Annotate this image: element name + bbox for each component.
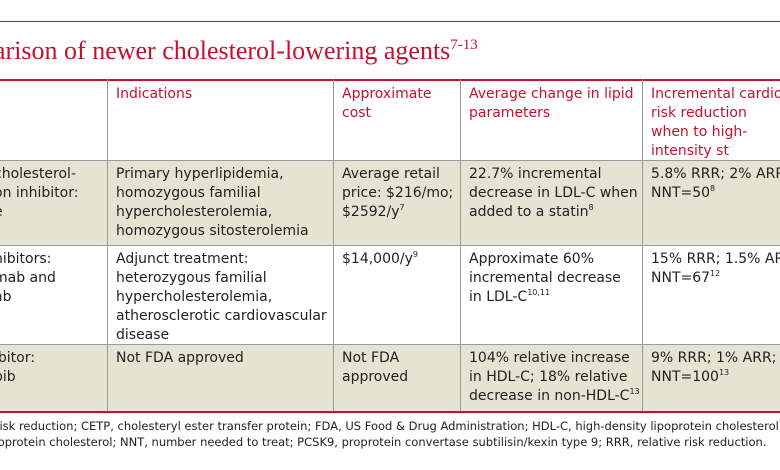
row-band-1	[0, 161, 780, 245]
row3-risk-reduction: 9% RRR; 1% ARR; NNT=10013	[651, 350, 777, 385]
row3-agent: ibitor: pib	[0, 350, 35, 385]
row1-lipid-change: 22.7% incremental decrease in LDL-C when…	[469, 166, 638, 220]
reference-superscript: 8	[710, 184, 716, 193]
row1-agent: cholesterol- on inhibitor: e	[0, 166, 79, 220]
header-cost: Approximate cost	[342, 86, 432, 121]
row-divider	[0, 344, 780, 345]
footnote-line-2: lipoprotein cholesterol; NNT, number nee…	[0, 435, 767, 449]
header-lipid-change: Average change in lipid parameters	[469, 86, 634, 121]
reference-superscript: 13	[718, 368, 730, 377]
header-risk-reduction: Incremental cardio risk reduction when t…	[651, 86, 780, 159]
row2-risk-reduction: 15% RRR; 1.5% AR NNT=6712	[651, 251, 780, 286]
row2-agent: hibitors: mab and ab	[0, 251, 56, 305]
table-bottom-rule	[0, 411, 780, 413]
row2-cost: $14,000/y9	[342, 250, 418, 268]
footnote-line-1: e risk reduction; CETP, cholesteryl este…	[0, 419, 780, 433]
row3-cost: Not FDA approved	[342, 350, 409, 385]
reference-superscript: 9	[412, 250, 418, 259]
reference-superscript: 13	[629, 387, 640, 396]
row-band-3	[0, 345, 780, 411]
title-references: 7-13	[450, 37, 478, 53]
reference-superscript: 10,11	[527, 288, 551, 297]
header-indications: Indications	[116, 86, 193, 102]
row2-indications: Adjunct treatment: heterozygous familial…	[116, 251, 327, 343]
row3-indications: Not FDA approved	[116, 350, 244, 366]
reference-superscript: 7	[399, 203, 405, 212]
row3-lipid-change: 104% relative increase in HDL-C; 18% rel…	[469, 350, 640, 404]
table-title: arison of newer cholesterol-lowering age…	[0, 36, 478, 65]
reference-superscript: 8	[588, 203, 594, 212]
reference-superscript: 12	[710, 269, 721, 278]
table-top-rule	[0, 79, 780, 81]
row-divider	[0, 160, 780, 161]
top-rule	[0, 21, 780, 22]
row1-cost: Average retail price: $216/mo; $2592/y7	[342, 166, 454, 220]
row2-lipid-change: Approximate 60% incremental decrease in …	[469, 251, 621, 305]
header-agent	[0, 81, 107, 160]
row1-indications: Primary hyperlipidemia, homozygous famil…	[116, 166, 309, 239]
row-divider	[0, 245, 780, 246]
row1-risk-reduction: 5.8% RRR; 2% ARR NNT=508	[651, 166, 780, 201]
